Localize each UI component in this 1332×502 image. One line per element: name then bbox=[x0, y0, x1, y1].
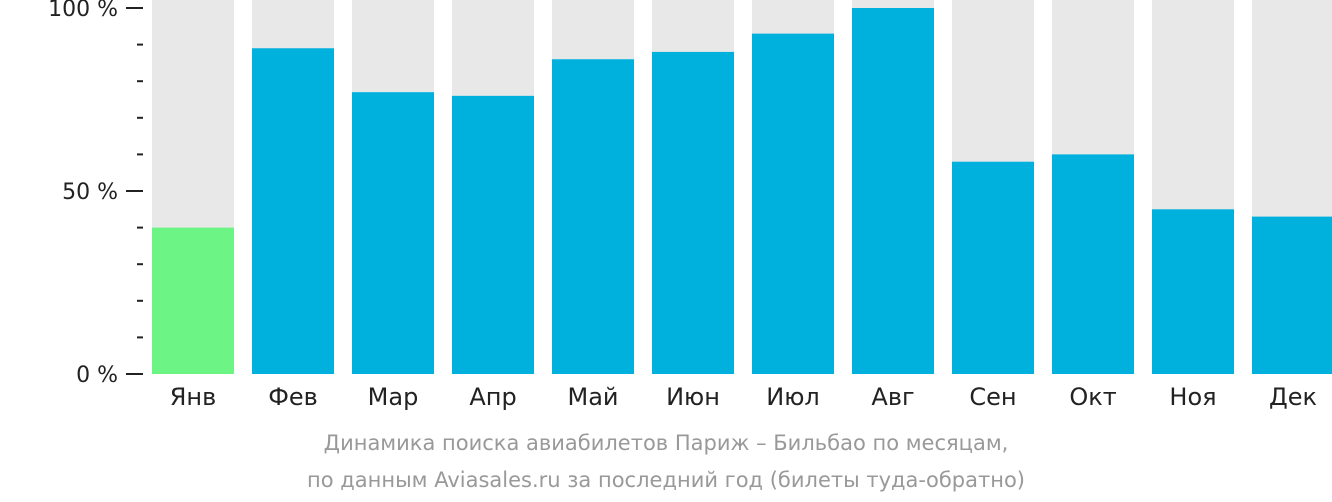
x-axis-category-label: Июн bbox=[666, 383, 720, 411]
bar-6 bbox=[652, 51, 734, 375]
bar-2 bbox=[252, 48, 334, 374]
bar-1 bbox=[152, 227, 234, 374]
x-axis-category-label: Фев bbox=[268, 383, 318, 411]
bar-12 bbox=[1252, 216, 1332, 374]
x-axis-category-label: Июл bbox=[766, 383, 820, 411]
bar-3 bbox=[352, 92, 434, 375]
bar-4 bbox=[452, 95, 534, 374]
x-axis-category-label: Окт bbox=[1069, 383, 1116, 411]
y-axis-tick-label: 100 % bbox=[48, 0, 118, 22]
x-axis-category-label: Янв bbox=[170, 383, 217, 411]
bar-chart: 100 % 50 % 0 % Янв Фев Мар Апр Май Июн Июл Авг Сен О… bbox=[48, 0, 1332, 411]
chart-caption-line2: по данным Aviasales.ru за последний год … bbox=[307, 468, 1025, 492]
bar-7 bbox=[752, 33, 834, 375]
y-axis-tick-label: 50 % bbox=[62, 180, 118, 205]
x-axis-category-label: Авг bbox=[871, 383, 914, 411]
x-axis-category-label: Мар bbox=[368, 383, 419, 411]
bar-10 bbox=[1052, 154, 1134, 374]
bar-5 bbox=[552, 59, 634, 375]
chart-caption-line1: Динамика поиска авиабилетов Париж – Биль… bbox=[323, 431, 1009, 455]
bar-8 bbox=[852, 8, 934, 374]
x-axis-category-label: Май bbox=[567, 383, 618, 411]
bar-11 bbox=[1152, 209, 1234, 374]
y-axis-tick-label: 0 % bbox=[76, 363, 118, 388]
x-axis-category-label: Дек bbox=[1269, 383, 1317, 411]
x-axis-category-label: Ноя bbox=[1169, 383, 1216, 411]
x-axis-category-label: Сен bbox=[969, 383, 1016, 411]
x-axis-category-label: Апр bbox=[469, 383, 516, 411]
bar-9 bbox=[952, 161, 1034, 374]
